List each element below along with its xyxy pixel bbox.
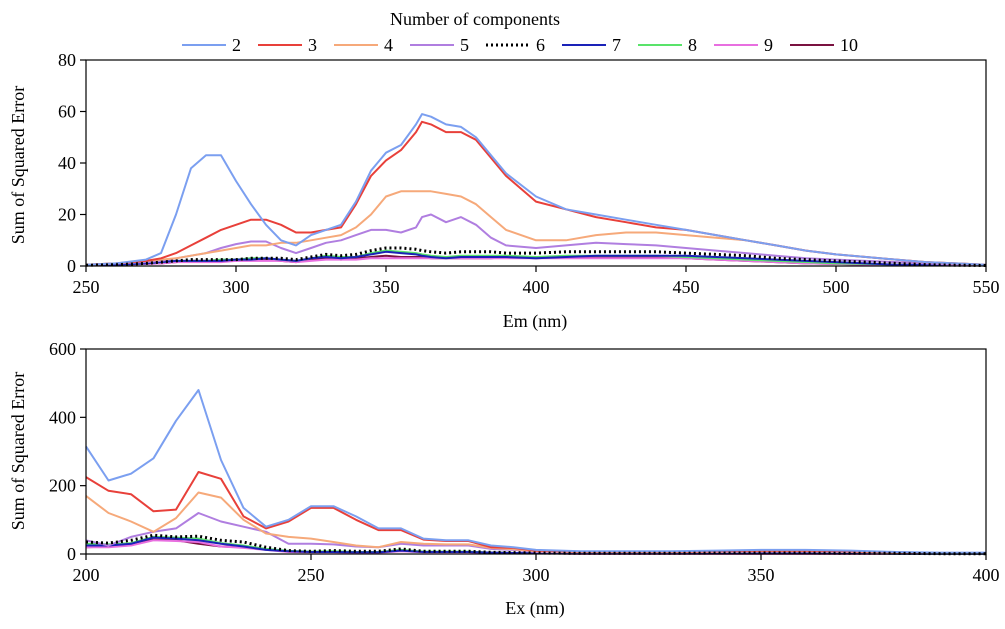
bottom-panel: Sum of Squared Error Ex (nm) 200 250 300 35…: [8, 339, 1000, 619]
bottom-series-line-2: [85, 389, 986, 554]
top-series-line-7: [85, 250, 987, 267]
top-panel: Sum of Squared Error Em (nm) 250 300 350 40…: [8, 50, 1000, 332]
legend: 2 3 4 5 6 7 8 9 10: [182, 35, 858, 55]
top-x-tick-label: 300: [223, 277, 250, 297]
bottom-y-tick-label: 0: [67, 544, 76, 564]
top-y-tick-label: 40: [58, 153, 76, 173]
bottom-plot-frame: [85, 348, 987, 555]
top-x-tick-label: 400: [523, 277, 550, 297]
top-y-tick-label: 20: [58, 205, 76, 225]
bottom-x-tick-label: 350: [748, 565, 775, 585]
top-series-line-5: [85, 213, 987, 267]
top-y-axis-label: Sum of Squared Error: [8, 86, 28, 244]
top-series-line-2: [85, 113, 987, 266]
bottom-x-tick-label: 400: [973, 565, 1000, 585]
top-x-axis-label: Em (nm): [503, 311, 568, 332]
legend-label-5: 5: [460, 35, 469, 55]
top-x-tick-label: 450: [673, 277, 700, 297]
bottom-y-tick-label: 400: [49, 407, 76, 427]
top-x-tick-label: 550: [973, 277, 1000, 297]
legend-label-4: 4: [384, 35, 393, 55]
top-series-line-8: [85, 249, 987, 267]
top-plot-frame: [85, 59, 987, 267]
legend-label-3: 3: [308, 35, 317, 55]
bottom-x-tick-label: 300: [523, 565, 550, 585]
legend-label-8: 8: [688, 35, 697, 55]
top-series-line-9: [85, 257, 987, 267]
top-series-line-3: [85, 120, 987, 266]
bottom-x-tick-label: 200: [73, 565, 100, 585]
legend-label-9: 9: [764, 35, 773, 55]
legend-title: Number of components: [390, 9, 560, 29]
legend-label-10: 10: [840, 35, 858, 55]
bottom-y-axis-label: Sum of Squared Error: [8, 372, 28, 530]
legend-label-2: 2: [232, 35, 241, 55]
top-x-tick-label: 500: [823, 277, 850, 297]
top-y-tick-label: 60: [58, 102, 76, 122]
legend-label-7: 7: [612, 35, 621, 55]
bottom-x-tick-label: 250: [298, 565, 325, 585]
bottom-y-tick-label: 600: [49, 339, 76, 359]
top-x-tick-label: 250: [73, 277, 100, 297]
top-y-tick-label: 80: [58, 50, 76, 70]
legend-label-6: 6: [536, 35, 545, 55]
bottom-x-axis-label: Ex (nm): [505, 598, 564, 619]
top-x-tick-label: 350: [373, 277, 400, 297]
bottom-series-line-7: [86, 536, 986, 555]
top-y-tick-label: 0: [67, 256, 76, 276]
bottom-y-tick-label: 200: [49, 476, 76, 496]
